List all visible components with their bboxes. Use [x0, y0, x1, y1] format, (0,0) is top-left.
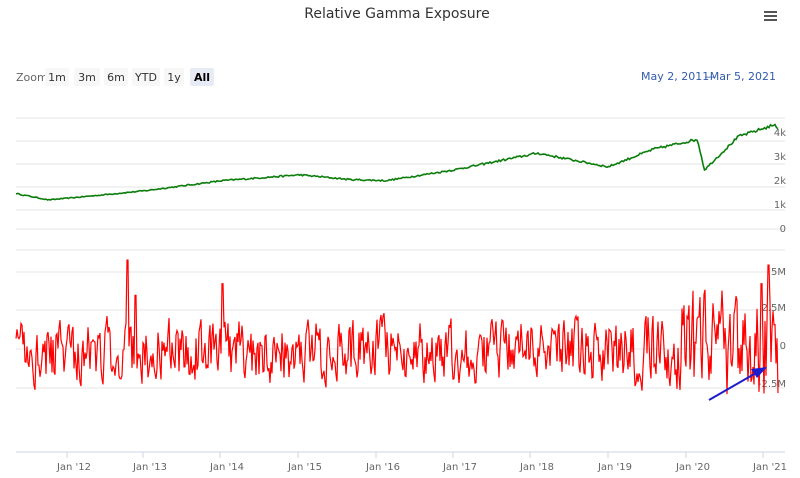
grid-lines [16, 117, 785, 453]
x-tick-label: Jan '13 [132, 462, 167, 473]
price-tick-label: 2k [774, 176, 786, 187]
price-tick-label: 4k [774, 128, 786, 139]
x-tick-label: Jan '17 [442, 462, 477, 473]
range-separator: — [705, 70, 716, 83]
gamma-axis: 5M 2.5M 0 -2.5M [758, 267, 786, 390]
x-tick-label: Jan '12 [56, 462, 91, 473]
gamma-tick-label: 5M [771, 267, 786, 278]
x-tick-label: Jan '16 [365, 462, 400, 473]
x-tick-label: Jan '14 [209, 462, 244, 473]
gamma-tick-label: 0 [780, 341, 786, 352]
x-tick-label: Jan '21 [752, 462, 787, 473]
x-tick-label: Jan '18 [519, 462, 554, 473]
zoom-button-1y[interactable]: 1y [164, 68, 184, 86]
zoom-button-label: 6m [107, 71, 125, 84]
zoom-button-label: 1m [48, 71, 66, 84]
zoom-button-label: All [194, 71, 210, 84]
price-series-line [15, 123, 779, 201]
zoom-label: Zoom [16, 71, 48, 84]
hamburger-menu-icon[interactable] [760, 6, 780, 26]
price-tick-label: 1k [774, 200, 786, 211]
gamma-series-line [15, 259, 779, 395]
price-axis: 4k 3k 2k 1k 0 [774, 128, 786, 235]
range-selector: Zoom 1m 3m 6m YTD 1y All May 2, 2011 — Mar 5,… [16, 68, 776, 86]
range-from-date[interactable]: May 2, 2011 [641, 70, 709, 83]
zoom-button-label: 1y [167, 71, 181, 84]
range-to-date[interactable]: Mar 5, 2021 [710, 70, 776, 83]
zoom-button-all[interactable]: All [190, 68, 214, 86]
zoom-button-label: 3m [78, 71, 96, 84]
x-tick-label: Jan '15 [287, 462, 322, 473]
chart-title: Relative Gamma Exposure [304, 6, 489, 22]
annotation-arrow [708, 367, 767, 401]
zoom-button-3m[interactable]: 3m [74, 68, 100, 86]
x-tick-label: Jan '20 [675, 462, 710, 473]
zoom-button-ytd[interactable]: YTD [132, 68, 160, 86]
zoom-button-6m[interactable]: 6m [104, 68, 128, 86]
price-tick-label: 0 [780, 224, 786, 235]
x-axis: Jan '12 Jan '13 Jan '14 Jan '15 Jan '16 Jan '… [56, 452, 787, 473]
price-tick-label: 3k [774, 152, 786, 163]
gamma-tick-label: 2.5M [761, 303, 786, 314]
zoom-button-1m[interactable]: 1m [45, 68, 69, 86]
zoom-button-label: YTD [134, 71, 157, 84]
gamma-tick-label: -2.5M [758, 379, 786, 390]
x-tick-label: Jan '19 [597, 462, 632, 473]
